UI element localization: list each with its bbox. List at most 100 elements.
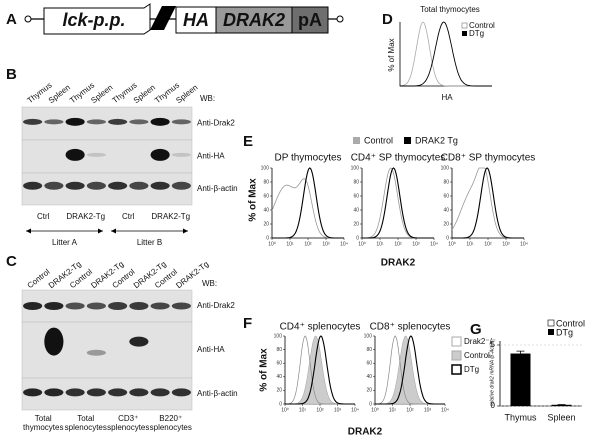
band [150,302,170,310]
panel-title: Total thymocytes [420,5,480,14]
x-tick-label: 10⁴ [340,241,348,247]
panel-label: F [243,315,252,332]
x-axis-label: DRAK2 [348,427,383,438]
x-tick-label: 10³ [502,241,510,247]
histogram-tg [452,167,524,239]
axes [361,168,434,239]
litter-label: Litter B [137,238,162,247]
band [129,336,149,347]
band [23,388,43,397]
group-label-box: Total thymocytes [23,414,63,432]
axes [451,168,524,239]
band [86,152,106,157]
legend-label: Control [556,318,585,328]
group-label: Total splenocytes [64,414,107,432]
lane-label: Control [26,267,52,290]
end [24,15,32,23]
band [171,119,191,125]
panel-label: D [382,11,393,28]
wb-label: WB: [200,94,215,103]
y-tick-label: 60 [353,193,359,199]
legend-swatch [462,31,467,36]
x-tick-label: 10⁰ [448,241,456,247]
blot-label: Anti-HA [197,152,225,161]
x-tick-label: Thymus [504,412,537,422]
band [129,119,149,125]
y-tick-label: 40 [366,374,372,380]
legend-swatch [404,137,411,144]
y-tick-label: 60 [443,193,449,199]
legend-swatch [451,350,462,361]
y-tick-label: 0 [369,401,372,407]
band [150,148,170,161]
x-tick-label: 10⁴ [520,241,528,247]
blot-label: Anti-Drak2 [197,119,235,128]
x-tick-label: 10⁴ [351,407,359,413]
panel-title: CD8⁺ splenocytes [370,322,451,333]
band [108,118,128,125]
group-label: DRAK2-Tg [66,212,105,221]
y-tick-label: 5 [491,340,496,349]
band [65,181,85,190]
y-tick-label: 80 [366,347,372,353]
x-tick-label: 10⁰ [358,241,366,247]
y-axis-label: relative drak2 mRNA /β-Actin [489,342,495,407]
band [171,181,191,190]
band [129,302,149,310]
legend-swatch [548,329,554,335]
litter-label: Litter A [52,238,78,247]
y-tick-label: 0 [491,401,496,410]
histogram-tg [362,167,434,239]
blot-label: Anti-HA [197,345,225,354]
y-tick-label: 80 [443,179,449,185]
band [65,388,85,397]
x-tick-label: 10¹ [286,241,294,247]
legend-label: Drak2⁻/⁻ [464,337,496,346]
legend-label: Control [364,135,393,145]
group-label-box: CD3⁺ splenocytes [107,414,150,432]
legend-label: DRAK2 Tg [415,135,458,145]
band [65,117,85,126]
band [171,152,191,157]
group-label-box: B220⁺ splenocytes [149,414,192,432]
band [86,302,106,310]
legend-label: Control [464,351,490,360]
blot-label: Anti-β-actin [197,389,238,398]
y-tick-label: 0 [446,235,449,241]
legend-swatch [353,137,360,144]
y-tick-label: 100 [351,165,360,171]
y-axis-label: % of Max [248,178,259,222]
y-tick-label: 40 [353,207,359,213]
blot-label: Anti-Drak2 [197,301,235,310]
legend-swatch [461,22,468,29]
band [23,181,43,190]
band [108,388,128,397]
x-tick-label: 10⁴ [441,407,449,413]
legend-label: DTg [464,365,479,374]
y-tick-label: 100 [441,165,450,171]
x-tick-label: 10⁰ [281,407,289,413]
histogram-tg [375,335,445,405]
x-tick-label: 10⁰ [268,241,276,247]
x-tick-label: 10² [394,241,402,247]
histogram-control [271,178,344,239]
group-label: B220⁺ splenocytes [149,414,192,432]
band [150,181,170,190]
band [44,327,64,356]
x-tick-label: 10³ [412,241,420,247]
legend-swatch [547,319,555,327]
blot-label: Anti-β-actin [197,184,238,193]
wb-label: WB: [202,279,217,288]
panel-label: A [6,11,17,28]
band [108,181,128,190]
y-tick-label: 100 [274,333,283,339]
band [86,349,106,356]
group-label: CD3⁺ splenocytes [107,414,150,432]
x-tick-label: 10³ [322,241,330,247]
band [86,119,106,125]
band [65,148,85,161]
x-tick-label: 10¹ [376,241,384,247]
y-axis-label: % of Max [259,348,270,392]
group-label: Ctrl [37,212,50,221]
